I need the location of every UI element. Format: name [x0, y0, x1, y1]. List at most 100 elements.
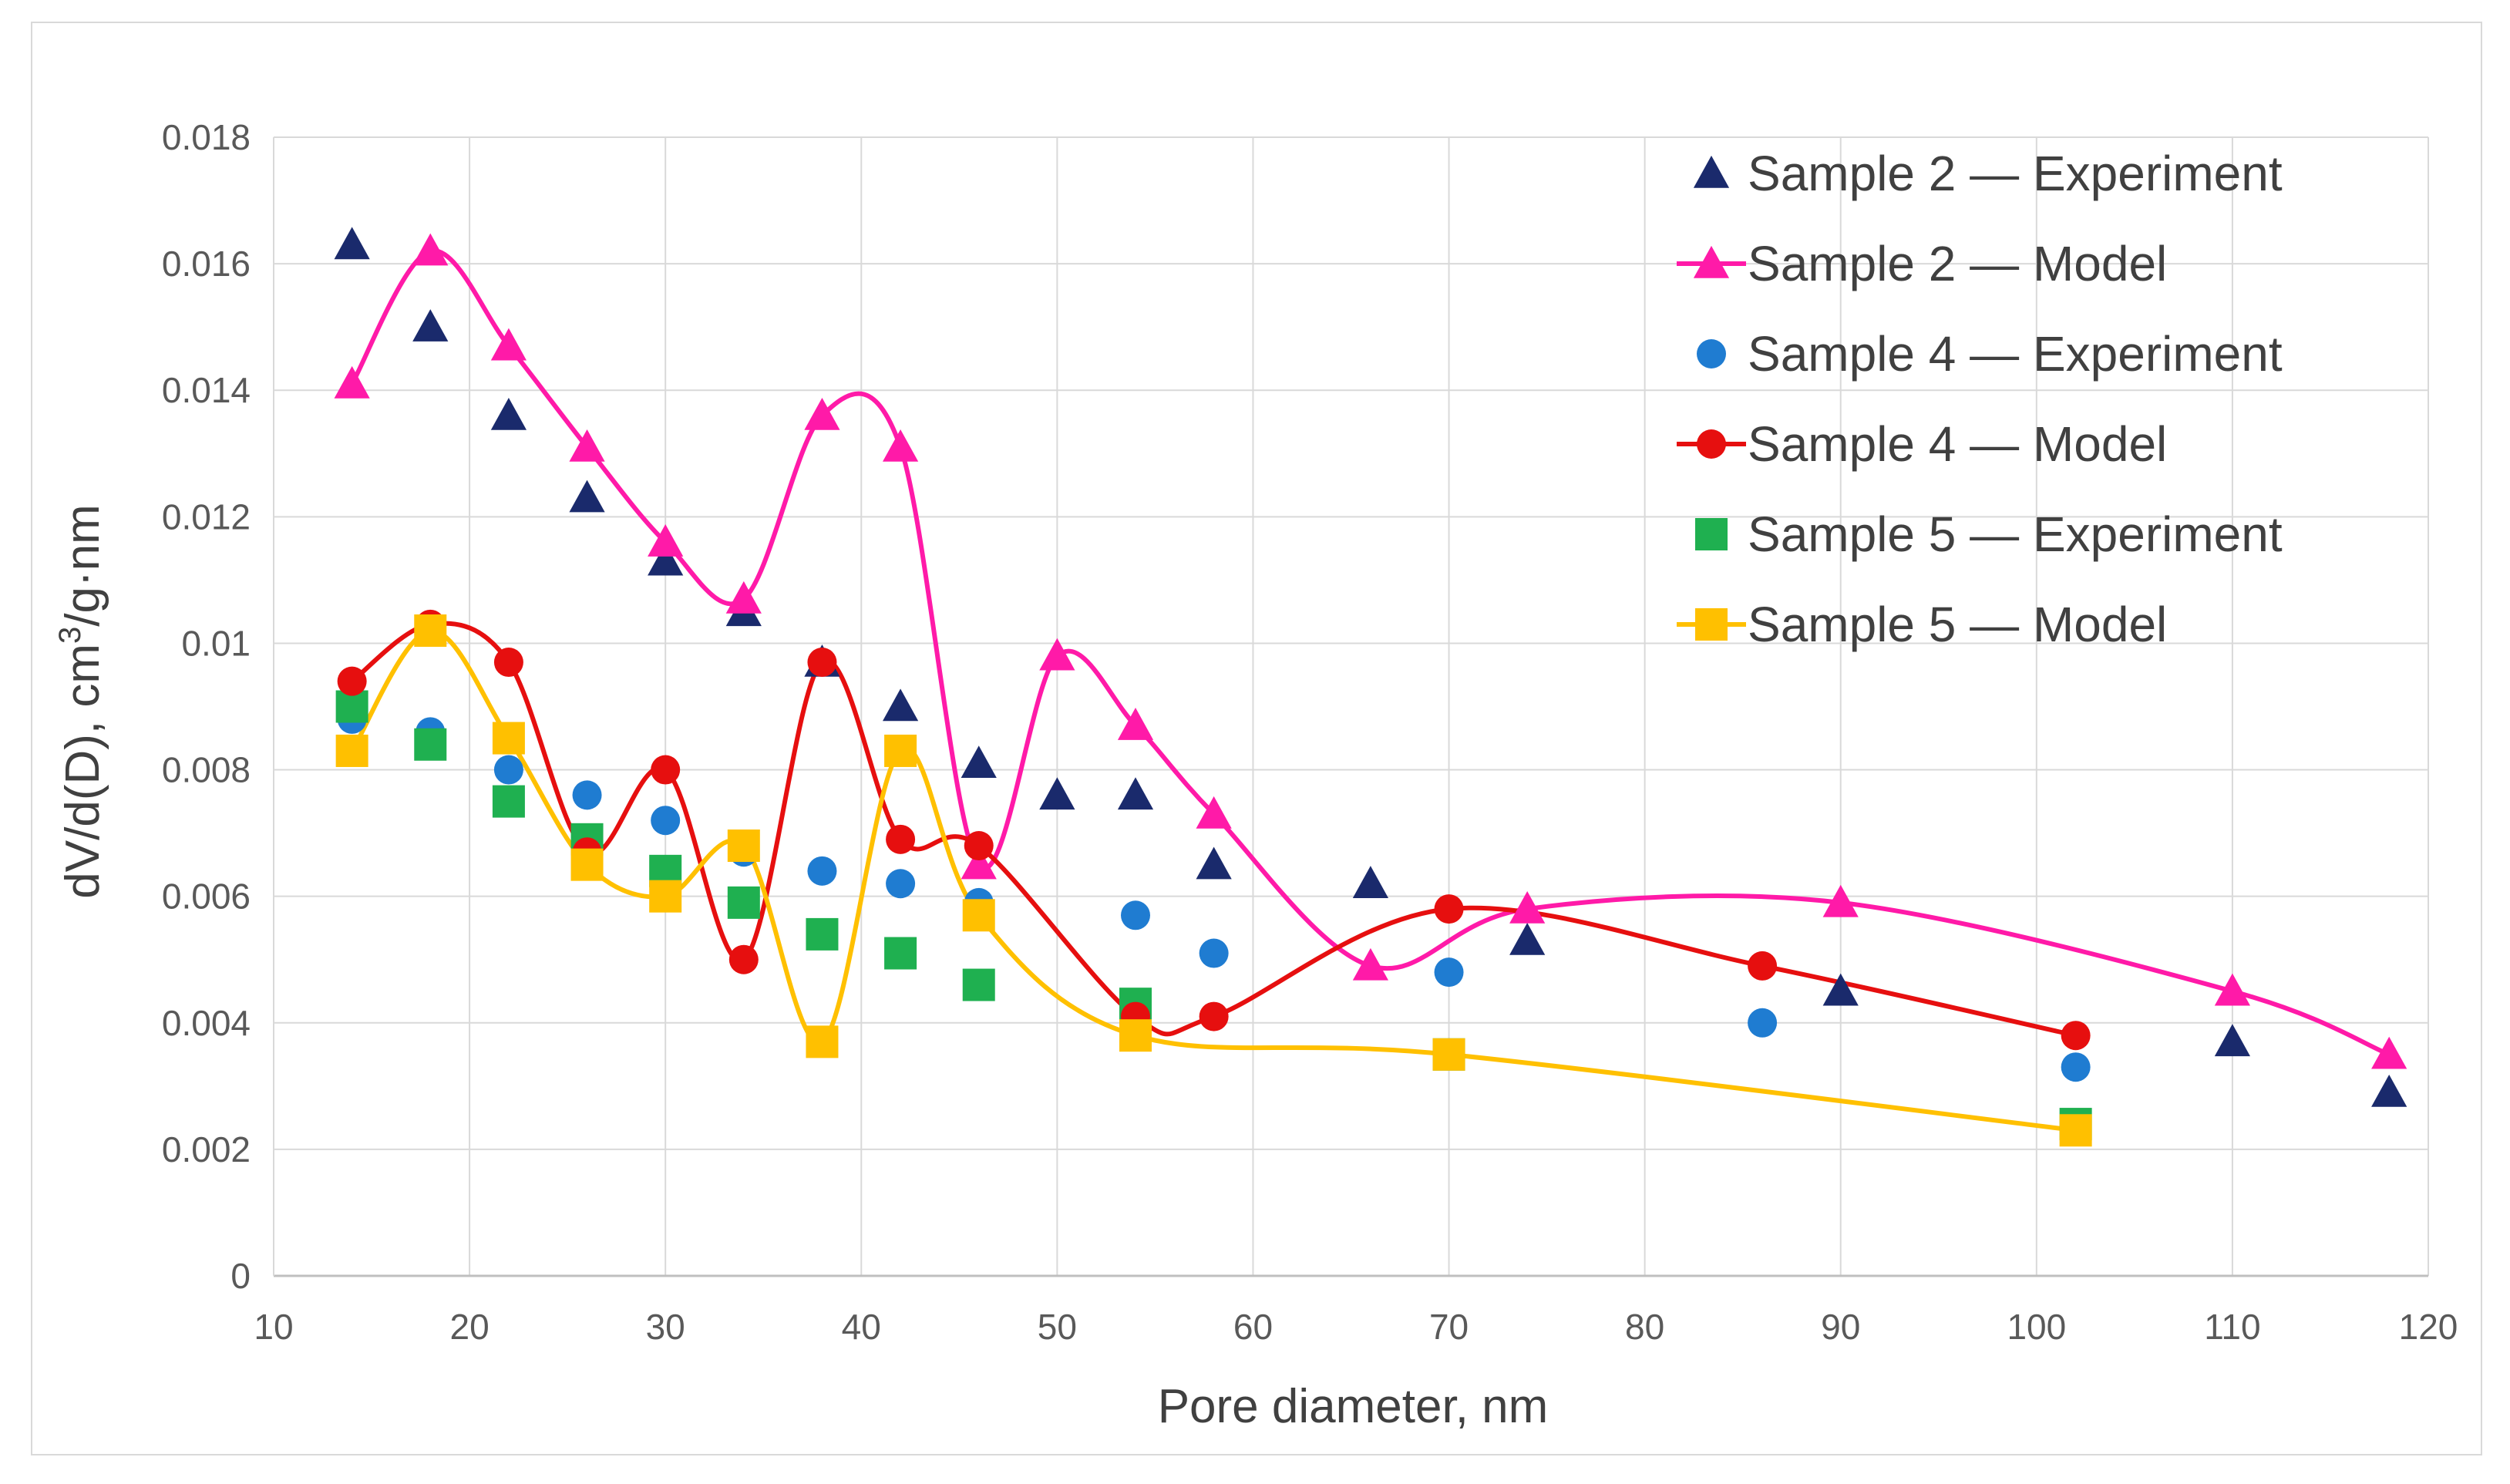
series-markers [334, 227, 2407, 1147]
data-point-series-2 [882, 429, 919, 462]
legend-label-6: Sample 5 — Model [1748, 597, 2167, 652]
x-tick-label: 60 [1233, 1307, 1273, 1347]
data-point-series-6 [1432, 1038, 1465, 1071]
data-point-series-6 [492, 722, 525, 755]
y-tick-label: 0.014 [162, 370, 251, 410]
x-tick-label: 20 [450, 1307, 490, 1347]
data-point-series-2 [648, 524, 684, 557]
legend-marker-1 [1693, 155, 1730, 188]
x-tick-label: 100 [2007, 1307, 2066, 1347]
series-line-6 [350, 628, 2077, 1133]
data-point-series-6 [884, 734, 917, 767]
data-point-series-6 [335, 734, 368, 767]
data-point-series-5 [806, 917, 839, 951]
data-point-series-2 [1822, 884, 1859, 917]
data-point-series-2 [1196, 796, 1232, 829]
tick-labels: 0 0.002 0.004 0.006 0.008 0.01 0.012 0.014 0.016… [162, 117, 2458, 1347]
y-tick-label: 0.012 [162, 496, 251, 537]
legend-label-4: Sample 4 — Model [1748, 416, 2167, 472]
series-lines [350, 248, 2391, 1133]
data-point-series-3 [1121, 900, 1150, 930]
data-point-series-1 [569, 480, 605, 513]
y-tick-label: 0.016 [162, 244, 251, 284]
x-tick-label: 40 [842, 1307, 881, 1347]
y-axis-title: dV/d(D), cm3/g·nm [53, 504, 109, 898]
data-point-series-4 [1199, 1001, 1229, 1031]
data-point-series-3 [2061, 1052, 2091, 1082]
data-point-series-4 [493, 648, 523, 678]
data-point-series-6 [962, 899, 995, 932]
data-point-series-3 [886, 869, 916, 899]
data-point-series-4 [964, 831, 994, 861]
legend-label-2: Sample 2 — Model [1748, 236, 2167, 291]
y-tick-label: 0.004 [162, 1003, 251, 1043]
data-point-series-2 [2371, 1036, 2407, 1069]
x-tick-label: 110 [2204, 1307, 2260, 1347]
x-tick-label: 10 [254, 1307, 293, 1347]
data-point-series-5 [492, 785, 525, 818]
data-point-series-6 [649, 880, 682, 913]
series-line-4 [350, 621, 2077, 1038]
data-point-series-4 [1434, 894, 1464, 924]
y-tick-label: 0.018 [162, 117, 251, 157]
data-point-series-2 [961, 846, 997, 880]
data-point-series-4 [1748, 951, 1778, 981]
data-point-series-2 [490, 328, 527, 361]
y-axis-title-main: dV/d(D), cm [56, 644, 109, 899]
x-tick-label: 120 [2399, 1307, 2458, 1347]
data-point-series-2 [2214, 973, 2251, 1006]
data-point-series-1 [648, 543, 684, 576]
data-point-series-1 [412, 309, 449, 342]
data-point-series-3 [807, 856, 837, 886]
legend-marker-5 [1695, 518, 1728, 550]
x-tick-label: 80 [1625, 1307, 1664, 1347]
data-point-series-6 [806, 1025, 839, 1058]
data-point-series-2 [1039, 638, 1075, 671]
legend-marker-2 [1693, 245, 1730, 278]
data-point-series-2 [804, 397, 840, 430]
data-point-series-5 [414, 728, 447, 761]
data-point-series-3 [493, 755, 523, 785]
data-point-series-3 [1199, 938, 1229, 968]
data-point-series-6 [2059, 1114, 2092, 1147]
data-point-series-1 [1039, 777, 1075, 810]
y-tick-label: 0.01 [181, 623, 251, 663]
axes [273, 137, 2428, 1277]
legend-label-1: Sample 2 — Experiment [1748, 146, 2283, 201]
data-point-series-6 [570, 848, 604, 881]
data-point-series-1 [1117, 777, 1154, 810]
data-point-series-2 [1117, 708, 1154, 740]
data-point-series-4 [886, 824, 916, 854]
x-axis-title: Pore diameter, nm [1158, 1380, 1549, 1433]
grid-lines [274, 136, 2429, 1276]
x-tick-label: 50 [1038, 1307, 1077, 1347]
data-point-series-2 [334, 365, 370, 399]
y-tick-label: 0.006 [162, 877, 251, 917]
data-point-series-1 [490, 397, 527, 430]
data-point-series-1 [2371, 1074, 2407, 1107]
data-point-series-2 [725, 580, 762, 614]
data-point-series-1 [1822, 973, 1859, 1006]
data-point-series-5 [884, 937, 917, 970]
data-point-series-3 [1434, 957, 1464, 988]
y-axis-title-tail: /g·nm [56, 504, 109, 626]
data-point-series-4 [807, 648, 837, 678]
legend-marker-4 [1697, 429, 1726, 459]
data-point-series-1 [1509, 923, 1546, 955]
data-point-series-1 [961, 745, 997, 779]
legend-marker-3 [1697, 339, 1726, 368]
data-point-series-1 [882, 688, 919, 722]
data-point-series-2 [569, 429, 605, 462]
data-point-series-1 [1196, 846, 1232, 880]
data-point-series-3 [1748, 1008, 1778, 1038]
data-point-series-5 [727, 886, 760, 919]
data-point-series-1 [334, 227, 370, 260]
data-point-series-2 [1352, 947, 1389, 981]
data-point-series-4 [651, 755, 681, 785]
data-point-series-1 [1352, 866, 1389, 898]
data-point-series-4 [728, 944, 759, 974]
data-point-series-3 [572, 780, 602, 810]
data-point-series-3 [651, 806, 681, 836]
legend-label-5: Sample 5 — Experiment [1748, 506, 2283, 562]
